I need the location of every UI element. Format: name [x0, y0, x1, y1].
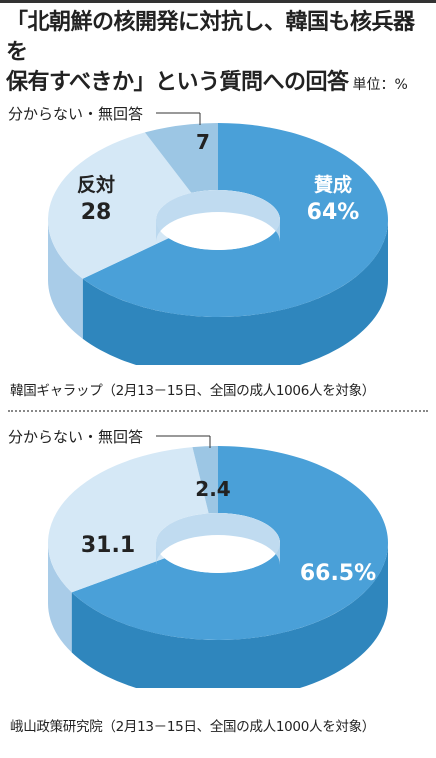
- donut-inner-wall-asan: [156, 513, 280, 565]
- value-support-asan: 66.5%: [300, 561, 376, 586]
- slice-side-oppose-gallup: [48, 220, 83, 339]
- value-unknown-asan: 2.4: [195, 477, 230, 501]
- donut-chart-asan: 分からない・無回答 2.4 31.1 66.5%: [8, 428, 389, 688]
- value-oppose-asan: 31.1: [81, 533, 135, 558]
- section-divider: [8, 410, 428, 412]
- unit-label: 単位：%: [352, 77, 408, 93]
- label-unknown-asan: 分からない・無回答: [8, 428, 143, 446]
- slice-side-support-gallup: [82, 220, 388, 365]
- donut-chart-gallup: 分からない・無回答 7 反対 28 賛成 64%: [8, 105, 388, 365]
- donut-sides-asan: [48, 543, 388, 688]
- slice-oppose-asan: [48, 447, 209, 593]
- slice-side-oppose-asan: [48, 543, 72, 653]
- source-asan: 峨山政策研究院（2月13－15日、全国の成人1000人を対象）: [10, 719, 376, 735]
- slice-oppose-gallup: [47, 132, 192, 279]
- top-rule: [0, 0, 436, 3]
- chart-title: 「北朝鮮の核開発に対抗し、韓国も核兵器を 保有すべきか」という質問への回答 単位：…: [6, 8, 434, 100]
- source-gallup: 韓国ギャラップ（2月13－15日、全国の成人1006人を対象）: [10, 383, 376, 399]
- value-support-gallup: 64%: [307, 200, 360, 225]
- slice-unknown-asan: [192, 446, 218, 514]
- title-line-2: 保有すべきか」という質問への回答: [6, 70, 349, 95]
- title-line-1: 「北朝鮮の核開発に対抗し、韓国も核兵器を: [6, 10, 415, 65]
- slice-support-asan: [71, 446, 389, 640]
- value-oppose-gallup: 28: [81, 200, 112, 225]
- donut-sides-gallup: [48, 220, 388, 365]
- slice-side-support-asan: [71, 543, 388, 688]
- donut-slices-asan: [48, 446, 389, 640]
- slice-support-gallup: [82, 123, 388, 317]
- label-unknown-gallup: 分からない・無回答: [8, 105, 143, 123]
- donut-inner-wall-gallup: [156, 190, 280, 242]
- label-support-gallup: 賛成: [314, 173, 352, 196]
- value-unknown-gallup: 7: [196, 130, 210, 154]
- slice-unknown-gallup: [144, 123, 218, 193]
- label-oppose-gallup: 反対: [77, 173, 115, 196]
- donut-slices-gallup: [47, 123, 388, 317]
